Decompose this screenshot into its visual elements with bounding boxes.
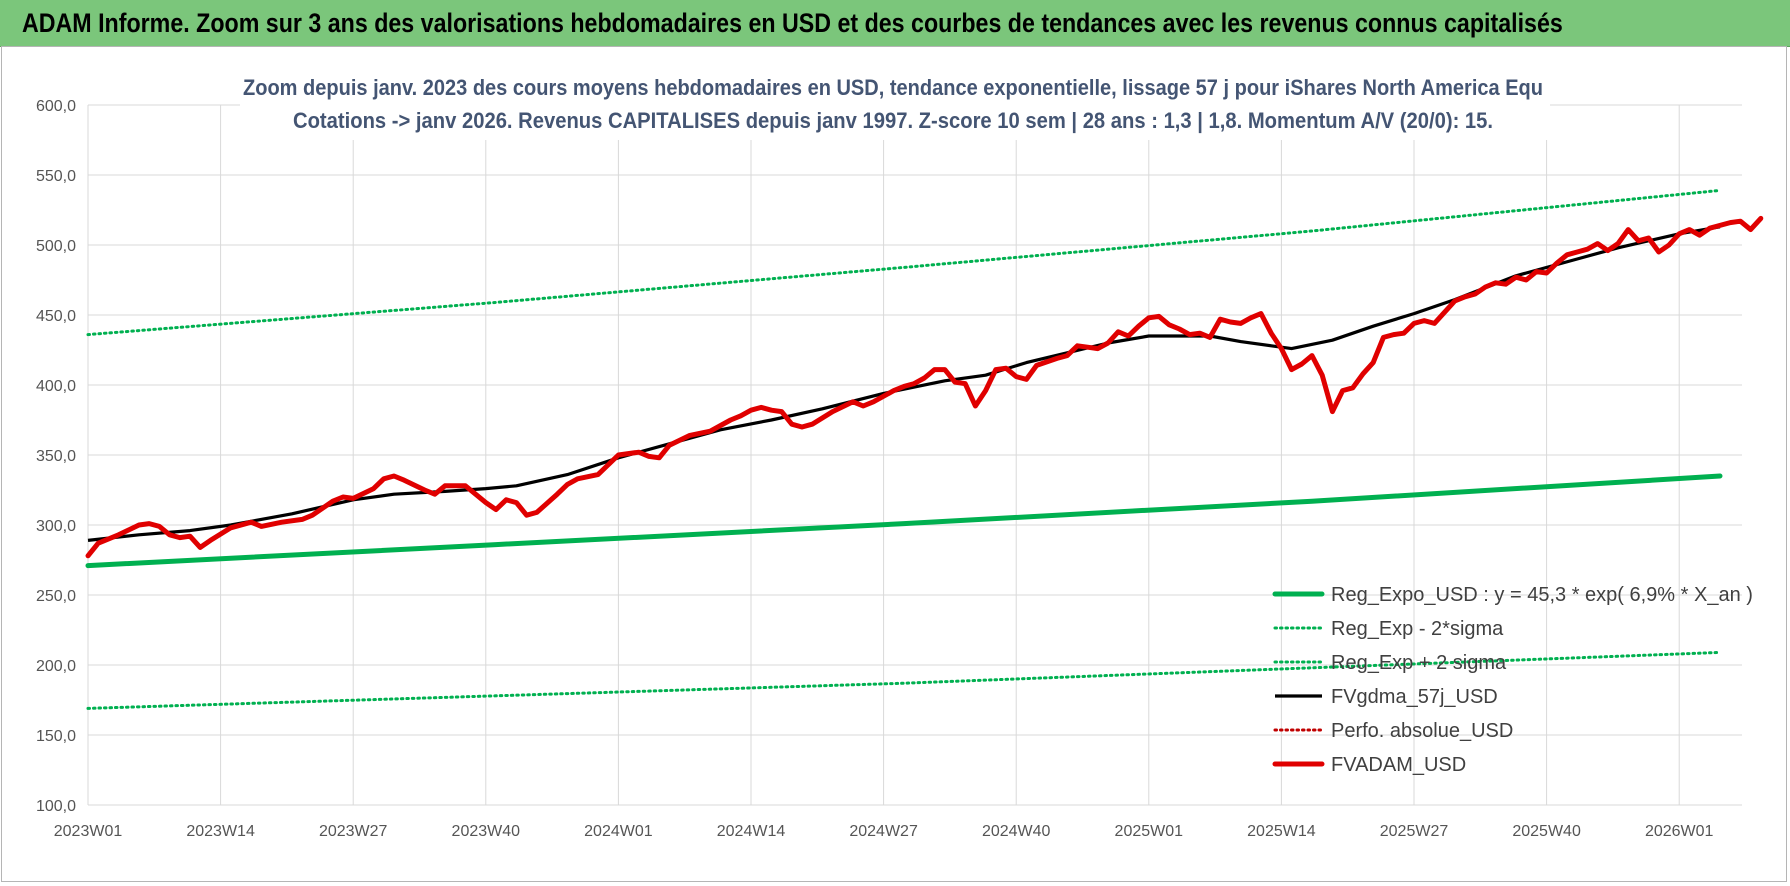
series-line-fvgdma-57j-usd [87, 225, 1721, 542]
legend-label: FVADAM_USD [1331, 754, 1466, 776]
x-tick-label: 2025W14 [1247, 823, 1316, 840]
y-tick-label: 150,0 [36, 728, 76, 745]
y-tick-label: 500,0 [36, 238, 76, 255]
legend-label: Reg_Exp + 2 sigma [1331, 652, 1507, 674]
series-line-reg-expo-usd-y-45-3-exp-6-9-x-an [85, 473, 1723, 569]
report-title: ADAM Informe. Zoom sur 3 ans des valoris… [22, 8, 1563, 38]
legend-label: Reg_Expo_USD : y = 45,3 * exp( 6,9% * X_… [1331, 584, 1753, 606]
y-tick-label: 550,0 [36, 168, 76, 185]
chart-title-line-1: Zoom depuis janv. 2023 des cours moyens … [243, 75, 1543, 100]
x-tick-label: 2026W01 [1645, 823, 1714, 840]
x-tick-label: 2023W27 [319, 823, 388, 840]
y-tick-label: 400,0 [36, 378, 76, 395]
x-tick-label: 2025W27 [1380, 823, 1449, 840]
y-tick-label: 350,0 [36, 448, 76, 465]
y-tick-label: 600,0 [36, 98, 76, 115]
y-tick-label: 450,0 [36, 308, 76, 325]
chart-frame [1, 46, 1787, 882]
series-line-reg-exp-2-sigma [86, 188, 1722, 337]
x-tick-label: 2023W14 [186, 823, 255, 840]
legend-label: Perfo. absolue_USD [1331, 720, 1513, 742]
x-tick-label: 2024W27 [849, 823, 918, 840]
y-tick-label: 100,0 [36, 798, 76, 815]
series-line-reg-exp-2-sigma [86, 650, 1722, 710]
x-axis-ticks: 2023W01 2023W14 2023W27 2023W40 2024W01 2024W… [54, 823, 1714, 840]
x-tick-label: 2023W01 [54, 823, 123, 840]
legend: Reg_Expo_USD : y = 45,3 * exp( 6,9% * X_… [1272, 584, 1753, 776]
chart-title-line-2: Cotations -> janv 2026. Revenus CAPITALI… [293, 108, 1493, 133]
x-tick-label: 2024W40 [982, 823, 1051, 840]
x-tick-label: 2023W40 [452, 823, 521, 840]
legend-label: FVgdma_57j_USD [1331, 686, 1498, 708]
series-lines [85, 188, 1764, 710]
x-tick-label: 2025W01 [1115, 823, 1184, 840]
report-banner: ADAM Informe. Zoom sur 3 ans des valoris… [0, 0, 1790, 47]
y-tick-label: 300,0 [36, 518, 76, 535]
y-axis-ticks: 100,0 150,0 200,0 250,0 300,0 350,0 400,0 450,0… [36, 98, 76, 815]
x-tick-label: 2024W01 [584, 823, 653, 840]
legend-label: Reg_Exp - 2*sigma [1331, 618, 1504, 640]
x-tick-label: 2025W40 [1512, 823, 1581, 840]
title-background [240, 70, 1550, 140]
x-tick-label: 2024W14 [717, 823, 786, 840]
series-line-fvadam-usd [85, 215, 1764, 559]
y-tick-label: 250,0 [36, 588, 76, 605]
y-tick-label: 200,0 [36, 658, 76, 675]
